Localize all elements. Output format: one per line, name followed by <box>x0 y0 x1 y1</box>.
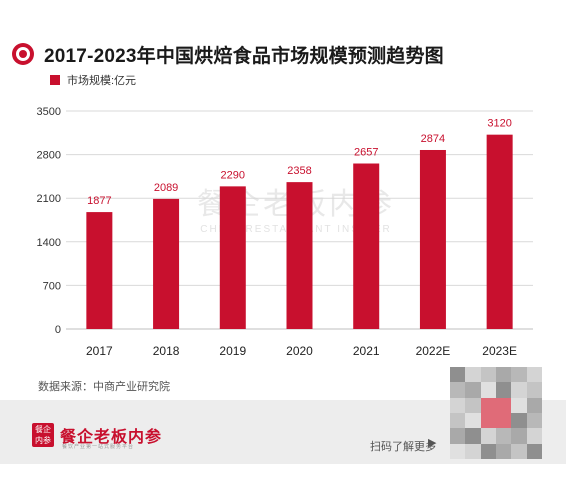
x-tick-label: 2017 <box>86 344 113 358</box>
qr-cell <box>511 413 527 429</box>
bar <box>86 212 113 329</box>
data-label: 1877 <box>87 195 111 207</box>
y-tick-label: 1400 <box>37 237 61 249</box>
y-tick-label: 0 <box>55 324 61 336</box>
y-tick-label: 2800 <box>37 150 61 162</box>
qr-cell <box>526 428 542 444</box>
qr-cell <box>511 397 527 413</box>
x-tick-label: 2019 <box>219 344 246 358</box>
qr-cell <box>511 443 527 459</box>
arrow-right-icon: ▶ <box>428 437 437 449</box>
qr-cell <box>526 413 542 429</box>
data-label: 2089 <box>154 182 178 194</box>
qr-cell <box>496 382 512 398</box>
brand-logo-icon: 餐企内参 <box>32 423 54 447</box>
qr-cell <box>511 367 527 383</box>
qr-cell <box>496 367 512 383</box>
qr-center-logo <box>480 397 512 429</box>
chart-title: 2017-2023年中国烘焙食品市场规模预测趋势图 <box>44 45 444 67</box>
bar <box>486 134 513 329</box>
qr-cell <box>480 428 496 444</box>
data-label: 3120 <box>487 118 511 130</box>
bar <box>153 198 180 329</box>
data-source: 数据来源：中商产业研究院 <box>38 381 170 393</box>
x-tick-label: 2021 <box>353 344 380 358</box>
data-label: 2874 <box>421 133 445 145</box>
bar <box>219 186 246 329</box>
qr-cell <box>465 397 481 413</box>
bar-chart: 07001400210028003500餐企老板内参CHINA RESTAURA… <box>37 106 533 358</box>
qr-cell <box>526 397 542 413</box>
bar <box>286 182 313 329</box>
qr-cell <box>450 397 466 413</box>
qr-cell <box>480 443 496 459</box>
qr-cell <box>526 382 542 398</box>
qr-cell <box>526 443 542 459</box>
data-label: 2358 <box>287 165 311 177</box>
y-tick-label: 3500 <box>37 106 61 118</box>
qr-cell <box>480 382 496 398</box>
bar <box>353 163 380 329</box>
y-tick-label: 700 <box>43 280 61 292</box>
legend-swatch <box>50 75 60 85</box>
qr-code-icon[interactable] <box>450 367 542 459</box>
brand-name: 餐企老板内参 <box>60 429 163 446</box>
qr-cell <box>450 382 466 398</box>
scan-prompt: 扫码了解更多 <box>370 441 436 453</box>
qr-cell <box>465 367 481 383</box>
chart-title-row: 2017-2023年中国烘焙食品市场规模预测趋势图 <box>12 40 444 68</box>
target-icon <box>12 43 34 65</box>
bar <box>419 149 446 329</box>
qr-cell <box>480 367 496 383</box>
qr-cell <box>511 428 527 444</box>
brand-tagline: 餐饮产业第一站式服务平台 <box>62 444 135 450</box>
x-tick-label: 2020 <box>286 344 313 358</box>
qr-cell <box>465 443 481 459</box>
qr-cell <box>496 428 512 444</box>
qr-cell <box>450 443 466 459</box>
qr-cell <box>465 428 481 444</box>
qr-cell <box>465 413 481 429</box>
qr-cell <box>450 413 466 429</box>
chart-legend: 市场规模:亿元 <box>50 72 136 88</box>
y-tick-label: 2100 <box>37 193 61 205</box>
qr-cell <box>450 367 466 383</box>
legend-label: 市场规模:亿元 <box>67 75 137 87</box>
qr-cell <box>526 367 542 383</box>
data-label: 2657 <box>354 147 378 159</box>
data-label: 2290 <box>221 169 245 181</box>
x-tick-label: 2022E <box>416 344 451 358</box>
x-tick-label: 2018 <box>153 344 180 358</box>
qr-cell <box>450 428 466 444</box>
qr-cell <box>496 443 512 459</box>
x-tick-label: 2023E <box>482 344 517 358</box>
qr-cell <box>465 382 481 398</box>
qr-cell <box>511 382 527 398</box>
